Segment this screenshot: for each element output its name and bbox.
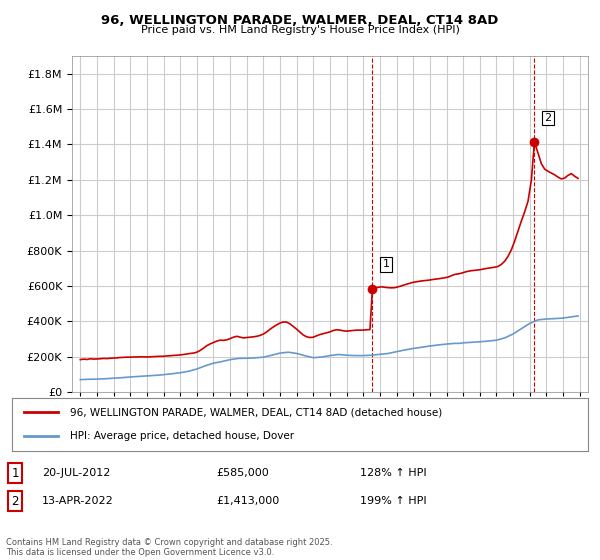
Text: HPI: Average price, detached house, Dover: HPI: Average price, detached house, Dove… — [70, 431, 294, 441]
Text: 2: 2 — [11, 494, 19, 508]
Text: 199% ↑ HPI: 199% ↑ HPI — [360, 496, 427, 506]
Text: £585,000: £585,000 — [216, 468, 269, 478]
Text: Price paid vs. HM Land Registry's House Price Index (HPI): Price paid vs. HM Land Registry's House … — [140, 25, 460, 35]
Text: 2: 2 — [544, 113, 551, 123]
Text: 20-JUL-2012: 20-JUL-2012 — [42, 468, 110, 478]
Text: 96, WELLINGTON PARADE, WALMER, DEAL, CT14 8AD: 96, WELLINGTON PARADE, WALMER, DEAL, CT1… — [101, 14, 499, 27]
Text: 1: 1 — [382, 259, 389, 269]
Text: 128% ↑ HPI: 128% ↑ HPI — [360, 468, 427, 478]
Text: £1,413,000: £1,413,000 — [216, 496, 279, 506]
Text: 1: 1 — [11, 466, 19, 480]
Text: 96, WELLINGTON PARADE, WALMER, DEAL, CT14 8AD (detached house): 96, WELLINGTON PARADE, WALMER, DEAL, CT1… — [70, 408, 442, 418]
Text: Contains HM Land Registry data © Crown copyright and database right 2025.
This d: Contains HM Land Registry data © Crown c… — [6, 538, 332, 557]
Text: 13-APR-2022: 13-APR-2022 — [42, 496, 114, 506]
